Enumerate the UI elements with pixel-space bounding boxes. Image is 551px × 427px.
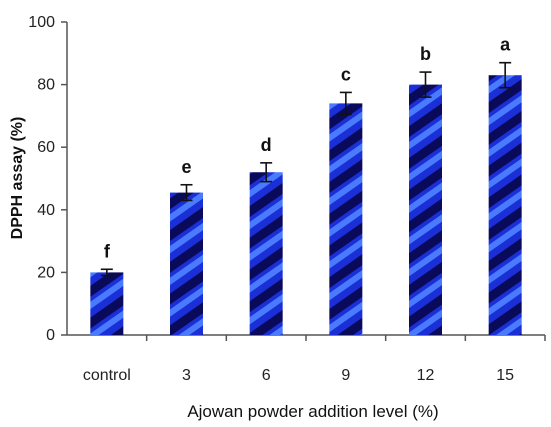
y-tick-label: 40 — [37, 202, 55, 219]
x-tick-label: 12 — [417, 367, 435, 384]
error-bar — [100, 268, 113, 277]
y-tick-label: 100 — [28, 14, 55, 31]
significance-label: b — [420, 44, 431, 64]
x-tick-label: 6 — [262, 367, 271, 384]
bar — [170, 192, 203, 335]
error-bar — [499, 61, 512, 89]
x-tick-label: 3 — [182, 367, 191, 384]
x-axis: control 3 6 9 12 15 — [67, 334, 546, 384]
y-tick-label: 0 — [46, 327, 55, 344]
significance-label: f — [104, 241, 111, 261]
error-bar — [419, 71, 432, 98]
bar — [249, 172, 283, 335]
error-bars-group — [100, 61, 512, 277]
x-tick-label: 9 — [341, 367, 350, 384]
bar — [488, 75, 522, 336]
significance-label: e — [181, 157, 191, 177]
error-bar — [339, 91, 352, 116]
significance-labels-group: f e d c b a — [104, 35, 511, 262]
significance-label: a — [500, 35, 511, 55]
bar — [329, 103, 363, 335]
x-axis-title: Ajowan powder addition level (%) — [187, 402, 438, 421]
y-tick-label: 60 — [37, 139, 55, 156]
y-axis: 0 20 40 60 80 100 — [28, 14, 68, 344]
significance-label: c — [341, 64, 351, 84]
error-bar — [180, 183, 193, 202]
y-tick-label: 80 — [37, 77, 55, 94]
x-tick-label: control — [83, 367, 131, 384]
bar — [409, 84, 442, 335]
significance-label: d — [261, 135, 272, 155]
bar — [90, 272, 124, 335]
bars-group — [90, 75, 522, 336]
y-axis-title: DPPH assay (%) — [9, 117, 26, 240]
x-tick-label: 15 — [496, 367, 514, 384]
error-bar — [260, 162, 273, 183]
y-tick-label: 20 — [37, 264, 55, 281]
